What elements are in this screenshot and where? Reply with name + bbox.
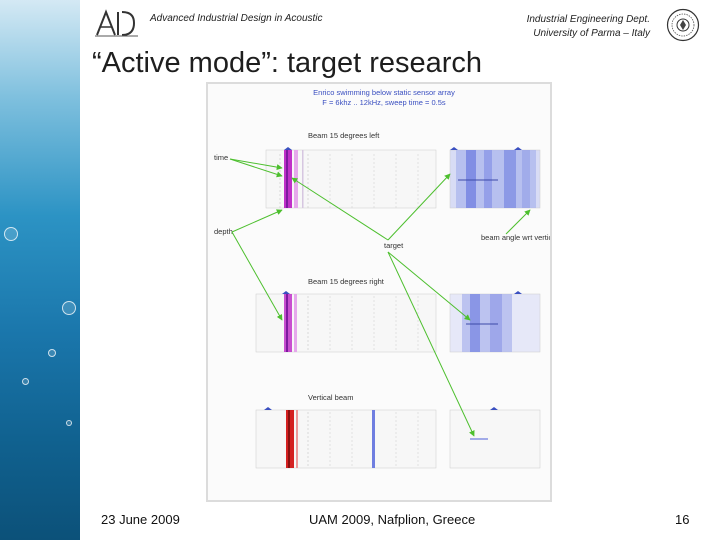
panel3-title: Vertical beam (308, 393, 353, 402)
panel3-beam-plot (449, 407, 541, 469)
bubble-decoration (4, 227, 18, 241)
figure-caption-line2: F = 6khz .. 12kHz, sweep time = 0.5s (322, 98, 446, 107)
bubble-decoration (48, 349, 56, 357)
bubble-decoration (66, 420, 72, 426)
slide-title: “Active mode”: target research (92, 47, 483, 79)
label-target: target (384, 241, 404, 250)
bubble-decoration (22, 378, 29, 385)
sidebar-gradient (0, 0, 80, 540)
header-dept: Industrial Engineering Dept. (526, 14, 650, 25)
panel3-echogram (255, 407, 437, 469)
sonar-figure: Enrico swimming below static sensor arra… (206, 82, 558, 502)
sonar-figure-canvas: Enrico swimming below static sensor arra… (214, 88, 558, 469)
header-university: University of Parma – Italy (533, 28, 650, 39)
label-depth: depth (214, 227, 233, 236)
footer-event: UAM 2009, Nafplion, Greece (309, 512, 476, 527)
header-right-text: Industrial Engineering Dept. University … (527, 13, 650, 41)
figure-caption-line1: Enrico swimming below static sensor arra… (313, 88, 455, 97)
panel1-echogram (265, 147, 437, 209)
panel2-beam-plot (449, 291, 541, 353)
label-beam-angle: beam angle wrt vertical (481, 233, 550, 242)
university-seal-logo (666, 8, 700, 42)
aida-logo (95, 9, 138, 37)
annotation-arrows (229, 158, 531, 437)
panel1-title: Beam 15 degrees left (308, 131, 380, 140)
label-time: time (214, 153, 228, 162)
panel2-echogram (255, 291, 437, 353)
footer-date: 23 June 2009 (101, 512, 180, 527)
panel2-title: Beam 15 degrees right (308, 277, 385, 286)
footer-page-number: 16 (675, 512, 690, 527)
panel1-beam-plot (449, 147, 541, 209)
bubble-decoration (62, 301, 76, 315)
header-left-text: Advanced Industrial Design in Acoustic (150, 13, 323, 24)
